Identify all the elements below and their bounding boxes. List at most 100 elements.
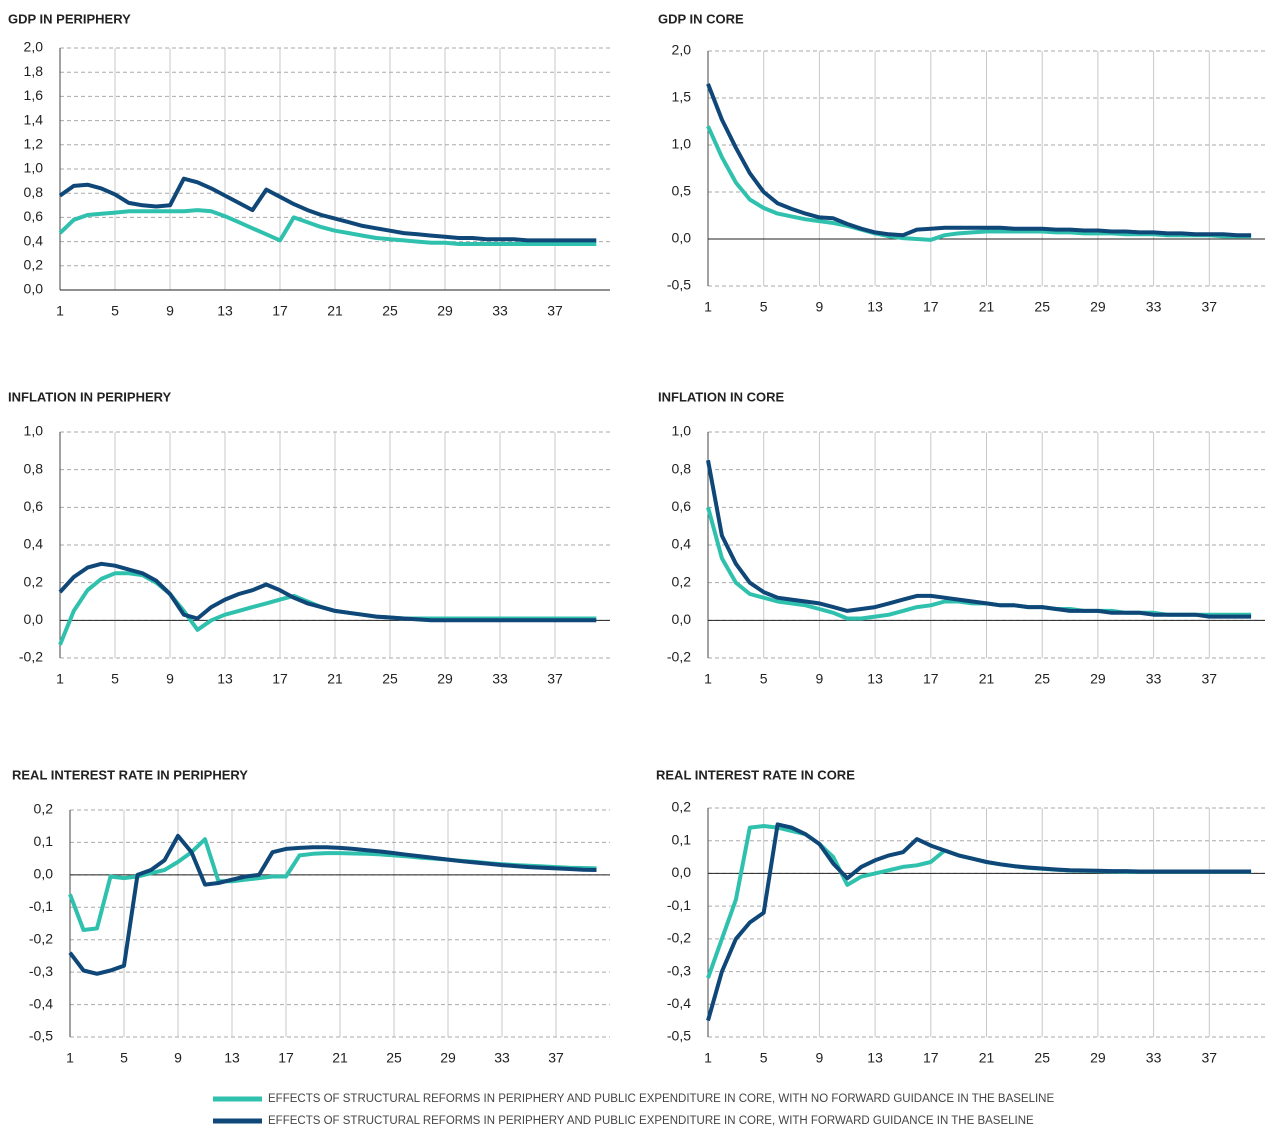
x-tick-label: 1 [56,303,64,319]
x-tick-label: 1 [66,1050,74,1066]
y-tick-label: 0,8 [24,184,44,200]
x-tick-label: 33 [494,1050,510,1066]
y-tick-label: -0,2 [667,649,691,665]
x-tick-label: 29 [437,303,453,319]
x-tick-label: 21 [327,303,343,319]
y-tick-label: 1,0 [672,423,692,439]
x-tick-label: 21 [332,1050,348,1066]
x-tick-label: 17 [272,303,288,319]
series-line [58,561,597,623]
x-tick-label: 17 [278,1050,294,1066]
y-tick-label: 2,0 [24,39,44,55]
x-tick-label: 9 [166,671,174,687]
x-tick-label: 17 [923,1050,939,1066]
y-tick-label: -0,1 [29,898,53,914]
y-tick-label: 0,1 [34,833,54,849]
series-line [58,176,597,243]
x-tick-label: 5 [760,671,768,687]
x-tick-label: 13 [867,1050,883,1066]
x-tick-label: 9 [816,299,824,315]
x-tick-label: 29 [1090,1050,1106,1066]
x-tick-label: 1 [704,299,712,315]
x-tick-label: 21 [979,1050,995,1066]
y-tick-label: -0,2 [667,930,691,946]
x-tick-label: 17 [923,299,939,315]
x-tick-label: 37 [547,671,563,687]
y-tick-label: 0,6 [24,498,44,514]
y-tick-label: -0,2 [19,649,43,665]
x-tick-label: 37 [1202,671,1218,687]
x-tick-label: 25 [382,671,398,687]
x-tick-label: 5 [760,1050,768,1066]
y-tick-label: 0,0 [672,864,692,880]
y-tick-label: 0,0 [672,230,692,246]
x-tick-label: 21 [979,299,995,315]
chart-title: INFLATION IN PERIPHERY [8,389,172,404]
y-tick-label: -0,4 [29,995,53,1011]
y-tick-label: 0,4 [24,536,44,552]
x-tick-label: 1 [56,671,64,687]
x-tick-label: 5 [120,1050,128,1066]
x-tick-label: 1 [704,1050,712,1066]
x-tick-label: 5 [111,671,119,687]
y-tick-label: 0,8 [24,460,44,476]
chart-title: GDP IN PERIPHERY [8,11,131,26]
series-line [68,833,597,976]
series-line [706,459,1252,619]
x-tick-label: 33 [1146,671,1162,687]
x-tick-label: 5 [111,303,119,319]
x-tick-label: 13 [217,303,233,319]
y-tick-label: 0,1 [672,831,692,847]
y-tick-label: 0,4 [672,536,692,552]
y-tick-label: 2,0 [672,42,692,58]
y-tick-label: -0,4 [667,995,691,1011]
x-tick-label: 25 [1034,1050,1050,1066]
x-tick-label: 21 [979,671,995,687]
y-tick-label: 0,2 [672,573,692,589]
x-tick-label: 25 [382,303,398,319]
x-tick-label: 33 [492,303,508,319]
y-tick-label: 0,0 [24,611,44,627]
x-tick-label: 37 [1202,299,1218,315]
y-tick-label: 1,2 [24,136,44,152]
y-tick-label: 1,8 [24,63,44,79]
y-tick-label: 0,6 [672,498,692,514]
y-tick-label: -0,5 [667,277,691,293]
y-tick-label: 1,0 [672,136,692,152]
x-tick-label: 13 [867,671,883,687]
x-tick-label: 25 [386,1050,402,1066]
series-line [706,824,1252,979]
x-tick-label: 5 [760,299,768,315]
y-tick-label: 0,0 [24,281,44,297]
chart-title: GDP IN CORE [658,11,744,26]
x-tick-label: 25 [1034,671,1050,687]
x-tick-label: 17 [923,671,939,687]
x-tick-label: 33 [492,671,508,687]
y-tick-label: 1,6 [24,87,44,103]
y-tick-label: -0,3 [29,963,53,979]
x-tick-label: 29 [440,1050,456,1066]
series-line [706,822,1252,1022]
chart-title: REAL INTEREST RATE IN CORE [656,767,855,782]
y-tick-label: 0,2 [672,799,692,815]
x-tick-label: 37 [548,1050,564,1066]
x-tick-label: 1 [704,671,712,687]
y-tick-label: 0,4 [24,232,44,248]
y-tick-label: 0,8 [672,460,692,476]
y-tick-label: 0,6 [24,208,44,224]
x-tick-label: 21 [327,671,343,687]
x-tick-label: 37 [1202,1050,1218,1066]
y-tick-label: 0,0 [34,866,54,882]
x-tick-label: 13 [867,299,883,315]
x-tick-label: 37 [547,303,563,319]
y-tick-label: 1,0 [24,423,44,439]
x-tick-label: 29 [1090,671,1106,687]
series-line [706,83,1252,238]
y-tick-label: -0,2 [29,930,53,946]
x-tick-label: 33 [1146,299,1162,315]
chart-title: INFLATION IN CORE [658,389,784,404]
x-tick-label: 29 [1090,299,1106,315]
x-tick-label: 9 [816,1050,824,1066]
y-tick-label: 1,0 [24,160,44,176]
